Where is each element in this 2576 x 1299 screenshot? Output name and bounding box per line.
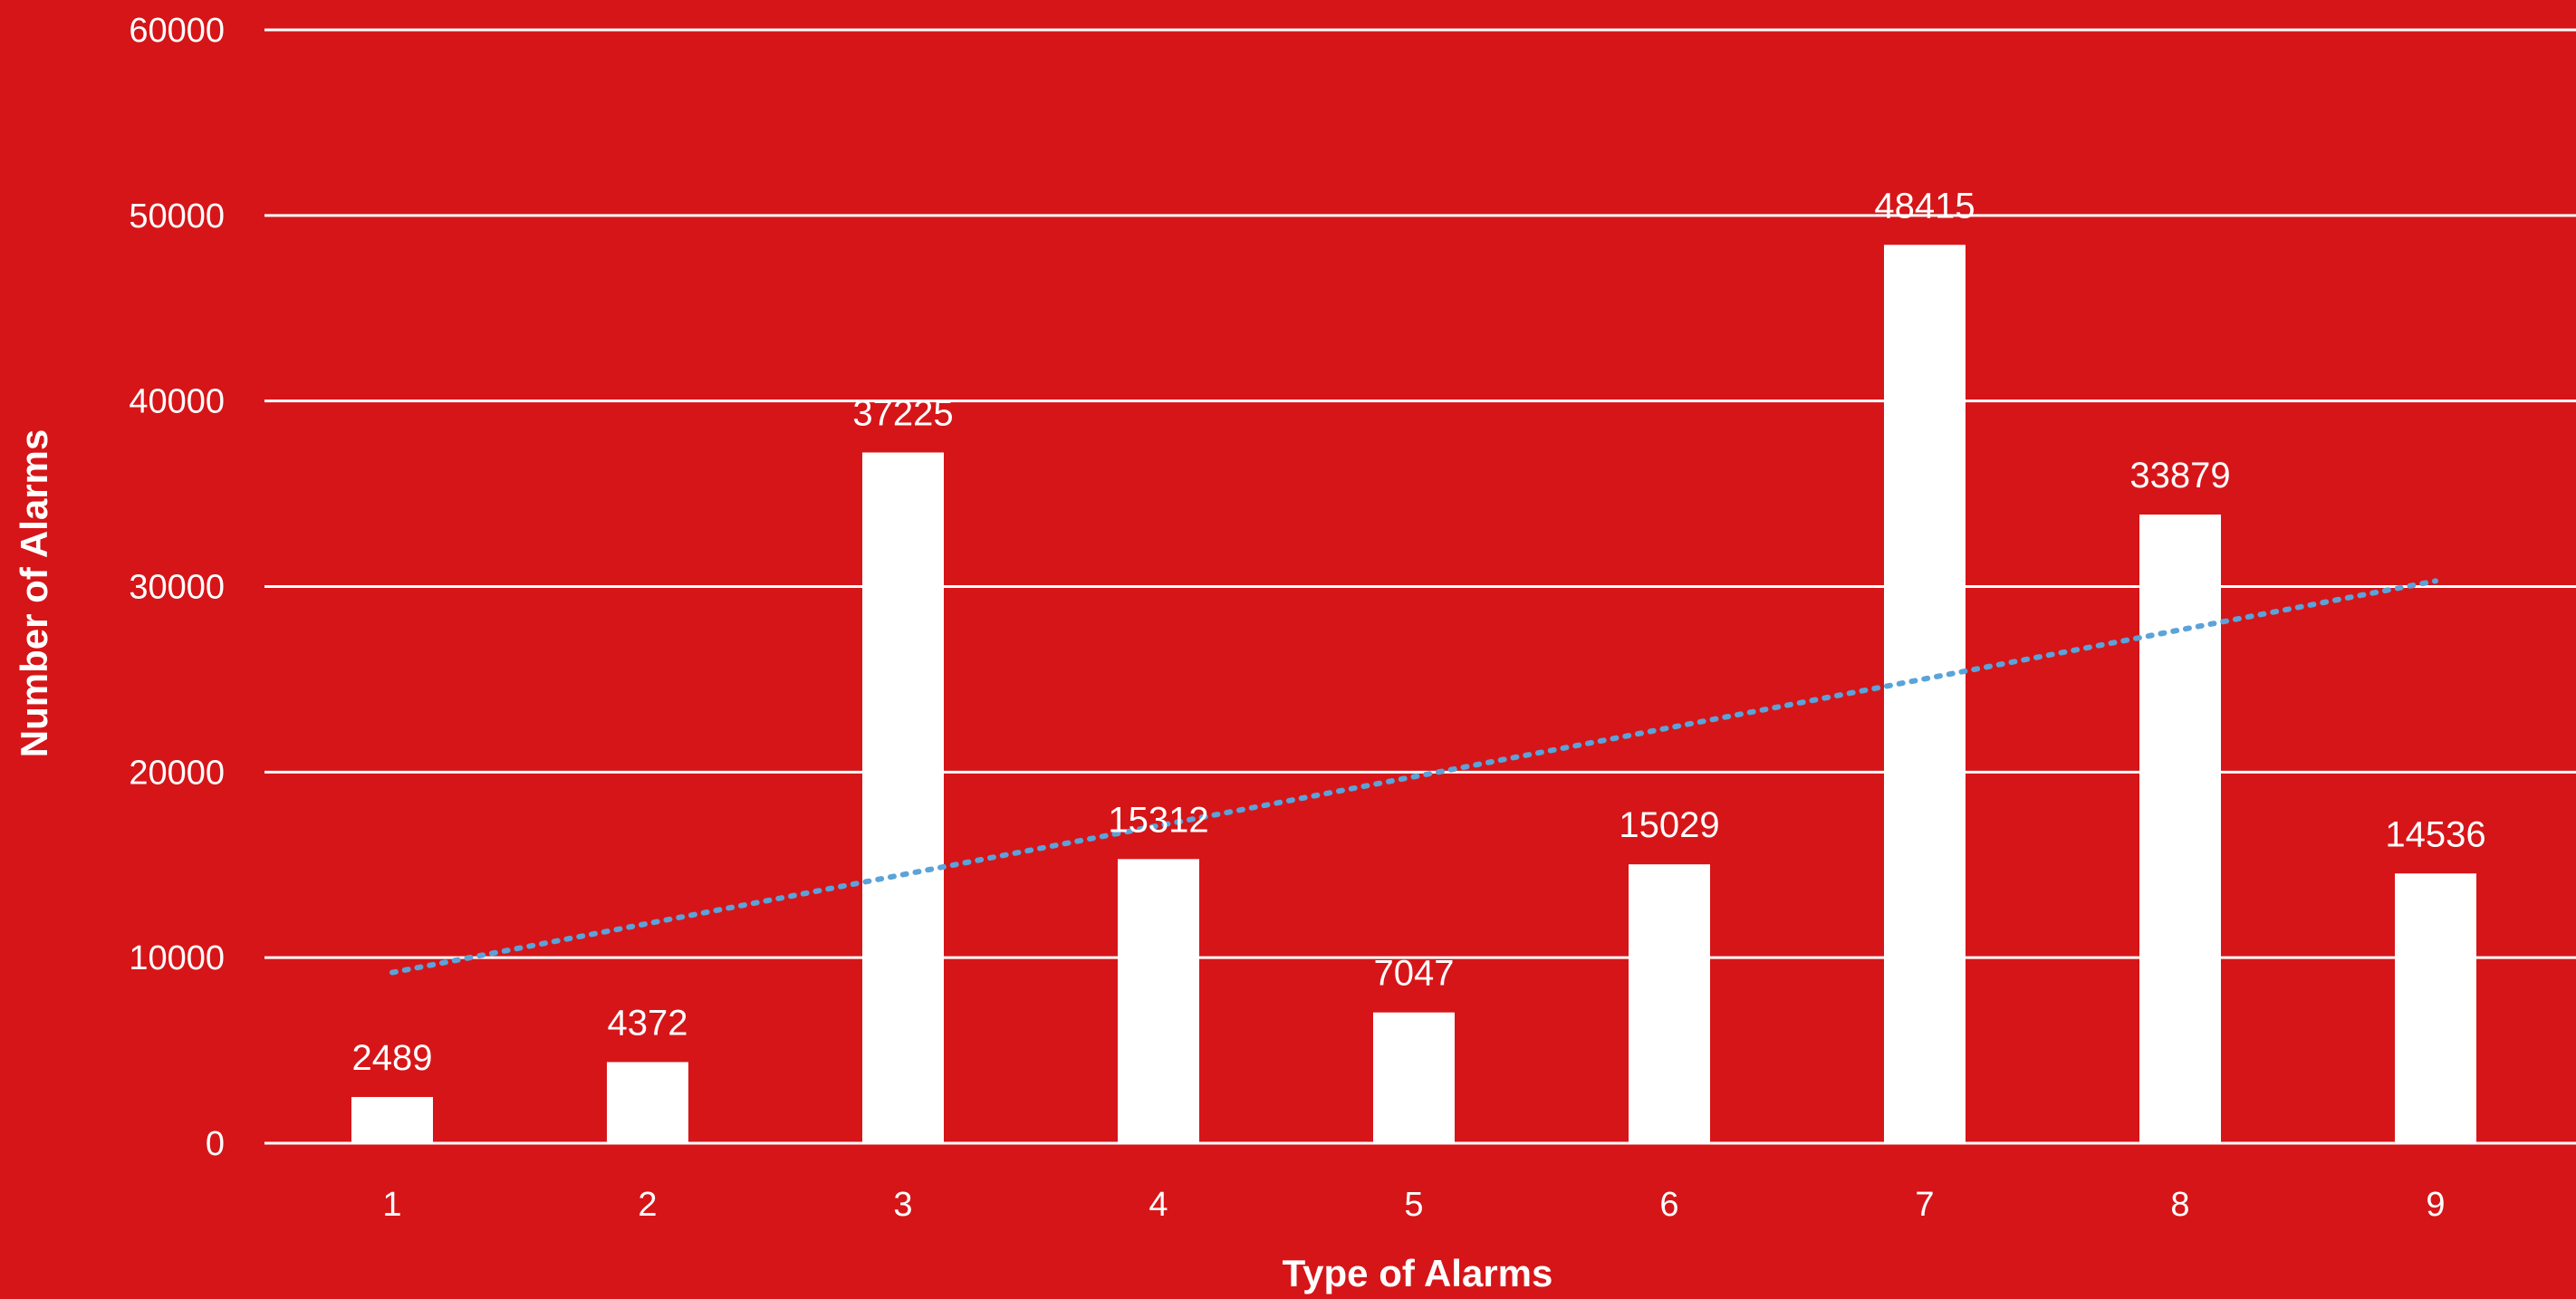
x-tick-label: 1 bbox=[382, 1186, 401, 1224]
bar bbox=[1884, 245, 1966, 1143]
data-label: 48415 bbox=[1874, 186, 1975, 226]
bar bbox=[1118, 859, 1199, 1143]
y-tick-label: 10000 bbox=[129, 939, 225, 977]
y-tick-label: 40000 bbox=[129, 383, 225, 421]
data-label: 7047 bbox=[1374, 954, 1455, 994]
y-tick-label: 50000 bbox=[129, 197, 225, 236]
bar bbox=[351, 1097, 433, 1143]
data-label: 15029 bbox=[1619, 805, 1719, 845]
x-tick-label: 9 bbox=[2426, 1186, 2445, 1224]
data-label: 15312 bbox=[1108, 800, 1208, 840]
x-tick-label: 6 bbox=[1659, 1186, 1678, 1224]
y-axis-ticks: 0 10000 20000 30000 40000 50000 60000 bbox=[129, 12, 225, 1163]
x-axis-title: Type of Alarms bbox=[1283, 1252, 1553, 1294]
bar bbox=[607, 1062, 688, 1143]
x-tick-label: 3 bbox=[893, 1186, 912, 1224]
bar bbox=[1373, 1012, 1455, 1143]
bar bbox=[862, 452, 944, 1143]
trendline bbox=[389, 578, 2438, 976]
x-tick-label: 8 bbox=[2170, 1186, 2189, 1224]
y-tick-label: 30000 bbox=[129, 569, 225, 607]
bar bbox=[1629, 864, 1710, 1143]
y-axis-title: Number of Alarms bbox=[13, 429, 55, 758]
data-label: 2489 bbox=[352, 1038, 433, 1078]
x-tick-label: 2 bbox=[638, 1186, 657, 1224]
data-labels: 2489 4372 37225 15312 7047 15029 48415 33879 145… bbox=[352, 186, 2486, 1078]
y-tick-label: 20000 bbox=[129, 754, 225, 792]
data-label: 37225 bbox=[852, 394, 953, 434]
bar bbox=[2139, 515, 2221, 1143]
bars bbox=[351, 245, 2476, 1143]
bar bbox=[2395, 873, 2476, 1143]
x-tick-label: 4 bbox=[1149, 1186, 1168, 1224]
x-tick-label: 7 bbox=[1915, 1186, 1934, 1224]
y-tick-label: 60000 bbox=[129, 12, 225, 50]
y-tick-label: 0 bbox=[206, 1125, 225, 1163]
data-label: 4372 bbox=[608, 1003, 688, 1043]
x-axis-ticks: 1 2 3 4 5 6 7 8 9 bbox=[382, 1186, 2445, 1224]
data-label: 14536 bbox=[2385, 814, 2485, 854]
x-tick-label: 5 bbox=[1404, 1186, 1423, 1224]
data-label: 33879 bbox=[2129, 456, 2230, 496]
trendline-layer bbox=[389, 578, 2438, 976]
